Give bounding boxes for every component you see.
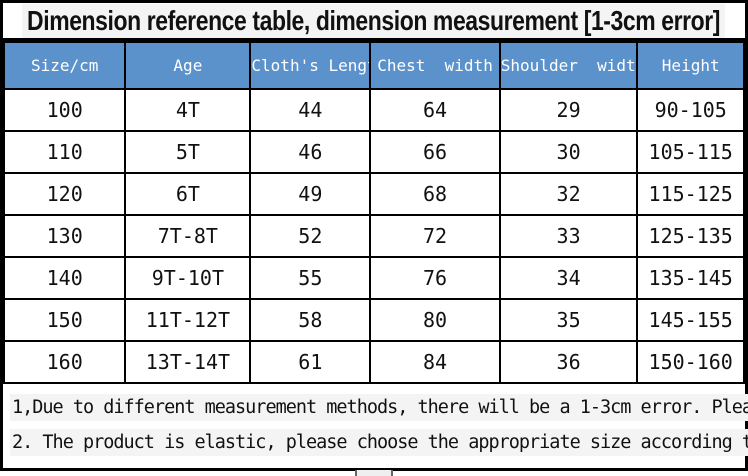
column-header-age: Age — [124, 41, 252, 90]
cell-cloth-length: 52 — [249, 214, 372, 258]
size-table: Size/cm Age Cloth's Length Chest width S… — [2, 41, 745, 384]
cell-shoulder-width: 30 — [498, 130, 639, 174]
cell-height: 150-160 — [636, 340, 745, 384]
column-header-chest-width: Chest width — [369, 41, 501, 90]
cell-shoulder-width: 36 — [498, 340, 639, 384]
table-row: 100 4T 44 64 29 90-105 — [2, 88, 745, 132]
table-row: 110 5T 46 66 30 105-115 — [2, 130, 745, 174]
title-row: Dimension reference table, dimension mea… — [3, 3, 745, 41]
cell-shoulder-width: 35 — [498, 298, 639, 342]
note-elastic-product-text: 2. The product is elastic, please choose… — [10, 429, 748, 456]
cell-shoulder-width: 34 — [498, 256, 639, 300]
column-header-height: Height — [636, 41, 745, 90]
cell-height: 105-115 — [636, 130, 745, 174]
table-row: 120 6T 49 68 32 115-125 — [2, 172, 745, 216]
table-row: 150 11T-12T 58 80 35 145-155 — [2, 298, 745, 342]
note-elastic-product: 2. The product is elastic, please choose… — [3, 429, 748, 456]
cell-age: 5T — [124, 130, 252, 174]
table-row: 140 9T-10T 55 76 34 135-145 — [2, 256, 745, 300]
column-header-shoulder-width: Shoulder width — [498, 41, 639, 90]
cell-chest-width: 84 — [369, 340, 501, 384]
cell-age: 6T — [124, 172, 252, 216]
cell-height: 90-105 — [636, 88, 745, 132]
cropped-cell-fragment — [355, 470, 393, 476]
header-row: Size/cm Age Cloth's Length Chest width S… — [2, 41, 745, 90]
cell-age: 13T-14T — [124, 340, 252, 384]
cell-size: 120 — [2, 172, 127, 216]
cell-size: 160 — [2, 340, 127, 384]
table-row: 160 13T-14T 61 84 36 150-160 — [2, 340, 745, 384]
cell-cloth-length: 55 — [249, 256, 372, 300]
cell-chest-width: 80 — [369, 298, 501, 342]
cell-height: 115-125 — [636, 172, 745, 216]
cell-cloth-length: 58 — [249, 298, 372, 342]
cell-size: 150 — [2, 298, 127, 342]
cell-size: 140 — [2, 256, 127, 300]
cell-chest-width: 76 — [369, 256, 501, 300]
cell-size: 130 — [2, 214, 127, 258]
page-title: Dimension reference table, dimension mea… — [22, 3, 726, 38]
cell-shoulder-width: 32 — [498, 172, 639, 216]
cell-height: 145-155 — [636, 298, 745, 342]
cell-chest-width: 72 — [369, 214, 501, 258]
notes-section: 1,Due to different measurement methods, … — [3, 384, 748, 468]
column-header-cloth-length: Cloth's Length — [249, 41, 372, 90]
cell-cloth-length: 44 — [249, 88, 372, 132]
cell-age: 7T-8T — [124, 214, 252, 258]
cell-age: 4T — [124, 88, 252, 132]
cell-height: 125-135 — [636, 214, 745, 258]
cell-age: 9T-10T — [124, 256, 252, 300]
cell-height: 135-145 — [636, 256, 745, 300]
cell-chest-width: 66 — [369, 130, 501, 174]
note-measurement-error-text: 1,Due to different measurement methods, … — [10, 394, 748, 421]
cell-chest-width: 68 — [369, 172, 501, 216]
cell-size: 110 — [2, 130, 127, 174]
cell-cloth-length: 49 — [249, 172, 372, 216]
cell-chest-width: 64 — [369, 88, 501, 132]
cell-cloth-length: 46 — [249, 130, 372, 174]
cell-size: 100 — [2, 88, 127, 132]
cell-shoulder-width: 33 — [498, 214, 639, 258]
cell-age: 11T-12T — [124, 298, 252, 342]
table-row: 130 7T-8T 52 72 33 125-135 — [2, 214, 745, 258]
cell-cloth-length: 61 — [249, 340, 372, 384]
note-measurement-error: 1,Due to different measurement methods, … — [3, 394, 748, 421]
column-header-size: Size/cm — [2, 41, 127, 90]
cell-shoulder-width: 29 — [498, 88, 639, 132]
